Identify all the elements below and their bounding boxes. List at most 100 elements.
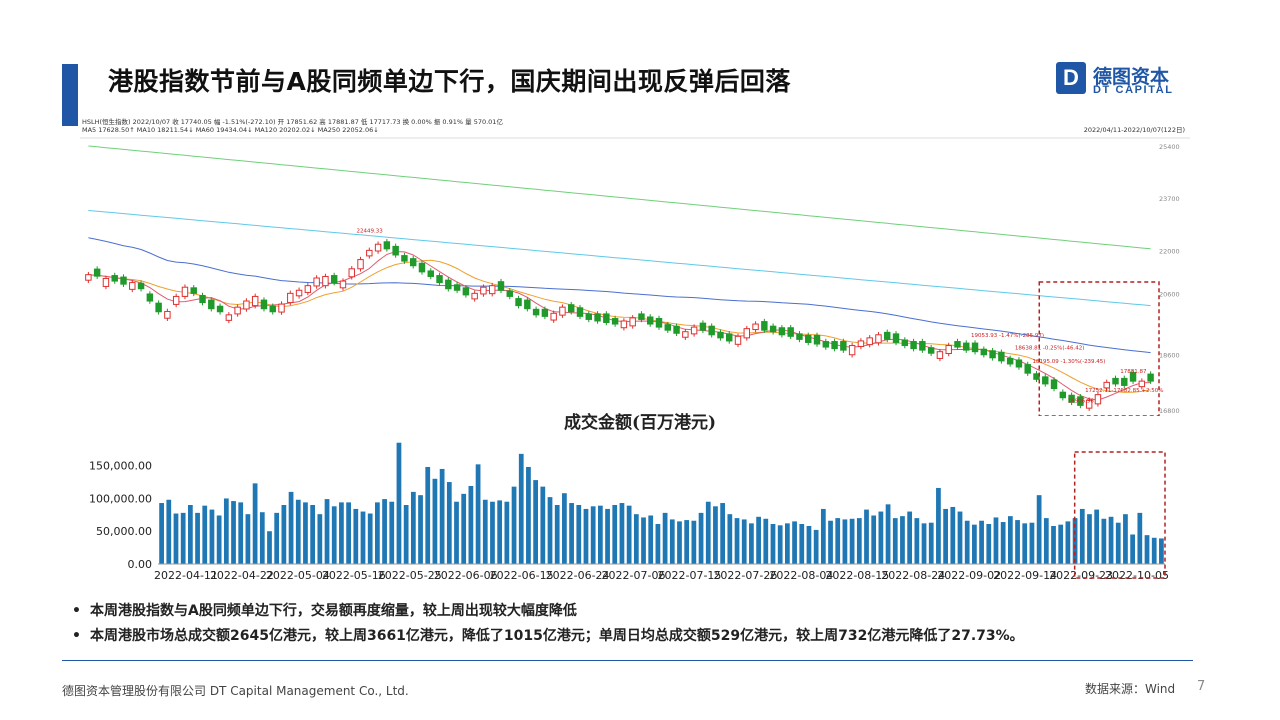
candle-body xyxy=(761,321,768,331)
candle-body xyxy=(322,275,329,287)
candle-body xyxy=(919,341,926,351)
ma60-line xyxy=(88,237,1151,354)
candle-body xyxy=(401,255,408,262)
turnover-bar xyxy=(439,468,445,564)
y-tick-label: 23700 xyxy=(1159,195,1180,203)
highlight-box-kline xyxy=(1038,281,1160,416)
candle-body xyxy=(1006,357,1014,365)
logo-cn-text: 德图资本 xyxy=(1093,66,1170,88)
turnover-bar xyxy=(375,502,380,564)
turnover-bar xyxy=(1065,521,1071,564)
candle-body xyxy=(1077,396,1084,406)
turnover-bar xyxy=(828,520,833,564)
turnover-bar xyxy=(1108,516,1114,564)
candle-body xyxy=(875,334,882,344)
candle-body xyxy=(225,314,233,321)
candle-body xyxy=(629,317,636,327)
candle-body xyxy=(506,290,513,297)
candle-body xyxy=(682,331,689,338)
candle-body xyxy=(181,286,189,297)
ma250-line xyxy=(88,145,1151,250)
turnover-bar xyxy=(482,499,488,564)
candle-body xyxy=(93,268,101,277)
x-tick-label: 2022-08-15 xyxy=(825,569,889,582)
turnover-bar xyxy=(216,515,222,564)
candle-body xyxy=(690,326,698,335)
chart-range-label: 2022/04/11-2022/10/07(122日) xyxy=(1084,126,1185,134)
candle-body xyxy=(954,341,961,348)
y-tick-label: 25400 xyxy=(1159,143,1180,151)
candle-body xyxy=(567,304,575,313)
candle-body xyxy=(1068,394,1075,403)
turnover-bar xyxy=(583,508,589,564)
turnover-bar xyxy=(1079,508,1085,564)
price-annotation: 22449.33 xyxy=(357,229,384,235)
candle-body xyxy=(409,258,417,267)
turnover-bar xyxy=(950,506,956,564)
candle-body xyxy=(480,286,487,295)
turnover-bar xyxy=(295,499,301,564)
candle-body xyxy=(436,275,443,284)
candle-body xyxy=(102,277,110,287)
x-tick-label: 2022-08-04 xyxy=(769,569,833,582)
turnover-bar xyxy=(842,519,848,564)
x-tick-label: 2022-09-23 xyxy=(1049,569,1113,582)
turnover-bar xyxy=(691,520,697,564)
candle-body xyxy=(129,282,136,290)
turnover-bar xyxy=(1087,514,1092,564)
candle-body xyxy=(638,313,645,320)
chart-header-line-1: HSLH(恒生指数) 2022/10/07 收 17740.05 幅 -1.51… xyxy=(82,118,503,126)
candle-body xyxy=(146,293,154,302)
candle-body xyxy=(515,298,522,307)
x-tick-label: 2022-04-22 xyxy=(210,569,274,582)
x-tick-label: 2022-07-15 xyxy=(658,569,722,582)
candle-body xyxy=(1121,377,1128,386)
turnover-bar xyxy=(914,518,920,564)
candle-body xyxy=(910,341,917,350)
turnover-bar xyxy=(1137,512,1143,564)
turnover-bar xyxy=(1144,535,1150,564)
candle-body xyxy=(243,300,250,310)
turnover-bar xyxy=(446,482,452,564)
candle-body xyxy=(445,279,452,290)
turnover-bar xyxy=(785,523,790,564)
turnover-bar xyxy=(943,508,948,564)
candle-body xyxy=(647,316,654,325)
turnover-bar xyxy=(878,511,884,564)
candle-body xyxy=(137,282,145,290)
turnover-bar xyxy=(432,478,438,564)
candle-body xyxy=(164,310,171,319)
candle-body xyxy=(287,292,294,304)
candle-body xyxy=(576,307,584,317)
candle-body xyxy=(172,295,180,305)
candle-body xyxy=(778,327,786,336)
footer-source: 数据来源：Wind xyxy=(1085,682,1176,696)
turnover-bar xyxy=(475,464,481,564)
turnover-bar xyxy=(813,529,819,564)
turnover-bar xyxy=(727,514,733,564)
turnover-bar xyxy=(540,486,546,564)
turnover-bar xyxy=(569,503,574,564)
bullet-item: • 本周港股指数与A股同频单边下行，交易额再度缩量，较上周出现较大幅度降低 xyxy=(72,603,577,619)
turnover-bar xyxy=(367,513,373,564)
turnover-bar xyxy=(856,518,862,564)
candle-body xyxy=(1015,359,1023,368)
candle-body xyxy=(313,277,320,287)
turnover-bar xyxy=(238,502,244,564)
y-tick-label: 50,000.00 xyxy=(96,525,152,538)
candle-body xyxy=(866,337,873,346)
turnover-chart-title: 成交金额(百万港元) xyxy=(563,413,717,433)
turnover-bar xyxy=(777,525,783,564)
turnover-bar xyxy=(382,499,387,564)
candle-body xyxy=(752,323,759,331)
company-logo: D 德图资本 DT CAPITAL xyxy=(1056,62,1186,98)
price-annotation: 16906.96 xyxy=(1068,399,1095,405)
candle-body xyxy=(603,313,610,324)
candle-body xyxy=(585,313,592,320)
turnover-bar xyxy=(360,511,366,564)
candle-body xyxy=(120,276,127,285)
turnover-bar xyxy=(324,499,330,564)
turnover-bar xyxy=(396,442,402,564)
candle-body xyxy=(1112,377,1119,385)
candle-body xyxy=(357,259,364,270)
